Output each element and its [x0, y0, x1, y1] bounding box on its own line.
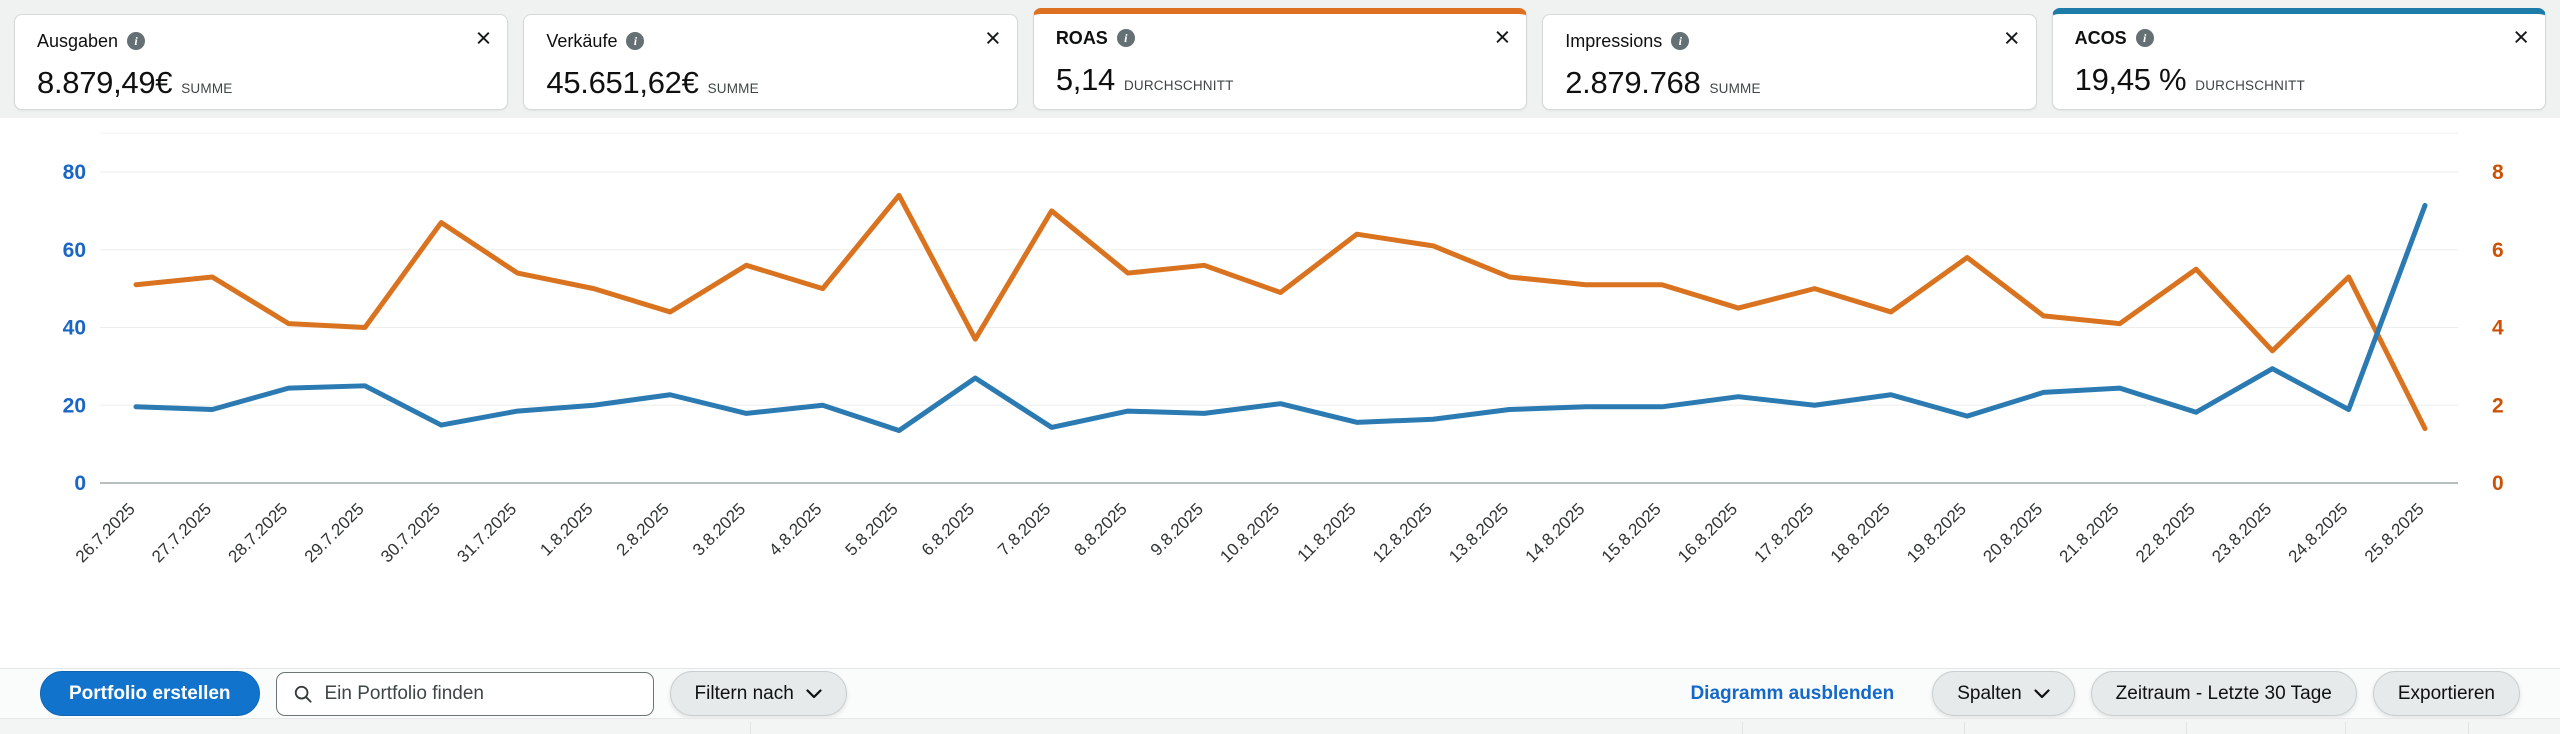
- svg-text:9.8.2025: 9.8.2025: [1147, 499, 1207, 559]
- svg-text:22.8.2025: 22.8.2025: [2132, 499, 2199, 566]
- svg-text:3.8.2025: 3.8.2025: [689, 499, 749, 559]
- svg-text:30.7.2025: 30.7.2025: [377, 499, 444, 566]
- svg-text:16.8.2025: 16.8.2025: [1674, 499, 1741, 566]
- metric-card-value: 8.879,49€: [37, 65, 173, 100]
- table-header-strip: [0, 718, 2560, 734]
- svg-text:28.7.2025: 28.7.2025: [225, 499, 292, 566]
- svg-text:31.7.2025: 31.7.2025: [453, 499, 520, 566]
- svg-text:4: 4: [2492, 317, 2504, 340]
- svg-text:6.8.2025: 6.8.2025: [918, 499, 978, 559]
- svg-text:26.7.2025: 26.7.2025: [72, 499, 139, 566]
- metric-card-impressions: Impressions i × 2.879.768 SUMME: [1542, 14, 2037, 110]
- svg-text:5.8.2025: 5.8.2025: [842, 499, 902, 559]
- svg-text:4.8.2025: 4.8.2025: [765, 499, 825, 559]
- info-icon[interactable]: i: [1671, 32, 1690, 50]
- info-icon[interactable]: i: [2135, 29, 2154, 47]
- portfolio-search-box[interactable]: [275, 671, 654, 716]
- table-column-divider: [750, 722, 751, 734]
- columns-button[interactable]: Spalten: [1932, 671, 2075, 716]
- svg-text:20: 20: [63, 394, 86, 417]
- metric-card-ausgaben: Ausgaben i × 8.879,49€ SUMME: [14, 14, 509, 110]
- line-series-roas: [133, 192, 2428, 432]
- chart-canvas: 0 20 40 60 80 0 2 4 6 8 26.7.2025 27.7.2025 28.7.202…: [63, 132, 2504, 566]
- table-column-divider: [1964, 722, 1965, 734]
- export-button[interactable]: Exportieren: [2372, 671, 2520, 716]
- svg-text:20.8.2025: 20.8.2025: [1979, 499, 2046, 566]
- close-icon[interactable]: ×: [2003, 23, 2020, 53]
- filter-button[interactable]: Filtern nach: [669, 671, 847, 716]
- metric-card-title: ACOS: [2074, 27, 2127, 48]
- metric-card-value: 45.651,62€: [546, 65, 699, 100]
- line-series-acos: [133, 202, 2428, 434]
- svg-text:8.8.2025: 8.8.2025: [1070, 499, 1130, 559]
- metric-card-value: 2.879.768: [1565, 65, 1701, 100]
- info-icon[interactable]: i: [127, 32, 146, 50]
- svg-text:24.8.2025: 24.8.2025: [2285, 499, 2352, 566]
- table-column-divider: [2345, 722, 2346, 734]
- svg-text:6: 6: [2492, 239, 2504, 262]
- metric-card-value-label: DURCHSCHNITT: [2195, 78, 2305, 93]
- close-icon[interactable]: ×: [475, 23, 492, 53]
- table-column-divider: [2468, 722, 2469, 734]
- table-column-divider: [1742, 722, 1743, 734]
- svg-text:23.8.2025: 23.8.2025: [2208, 499, 2275, 566]
- close-icon[interactable]: ×: [1494, 22, 1511, 52]
- svg-text:19.8.2025: 19.8.2025: [1903, 499, 1970, 566]
- table-column-divider: [2186, 722, 2187, 734]
- svg-text:8: 8: [2492, 161, 2504, 184]
- metric-card-verkaeufe: Verkäufe i × 45.651,62€ SUMME: [523, 14, 1018, 110]
- info-icon[interactable]: i: [626, 32, 645, 50]
- svg-text:13.8.2025: 13.8.2025: [1445, 499, 1512, 566]
- svg-text:10.8.2025: 10.8.2025: [1216, 499, 1283, 566]
- svg-text:7.8.2025: 7.8.2025: [994, 499, 1054, 559]
- metric-card-value-label: SUMME: [181, 81, 233, 96]
- metric-card-roas: ROAS i × 5,14 DURCHSCHNITT: [1032, 8, 1528, 110]
- svg-text:80: 80: [63, 161, 86, 184]
- svg-text:1.8.2025: 1.8.2025: [536, 499, 596, 559]
- metric-card-value-label: SUMME: [1709, 81, 1761, 96]
- create-portfolio-button[interactable]: Portfolio erstellen: [40, 671, 260, 716]
- svg-text:29.7.2025: 29.7.2025: [301, 499, 368, 566]
- svg-text:17.8.2025: 17.8.2025: [1751, 499, 1818, 566]
- svg-text:27.7.2025: 27.7.2025: [148, 499, 215, 566]
- svg-text:21.8.2025: 21.8.2025: [2056, 499, 2123, 566]
- metric-card-value: 5,14: [1055, 62, 1115, 97]
- metric-card-title: Impressions: [1565, 30, 1663, 51]
- metric-card-value: 19,45 %: [2074, 62, 2187, 97]
- metric-card-value-label: DURCHSCHNITT: [1123, 78, 1234, 93]
- metric-card-title: Verkäufe: [546, 30, 618, 51]
- svg-text:0: 0: [74, 472, 86, 495]
- svg-text:2: 2: [2492, 394, 2504, 417]
- date-range-button[interactable]: Zeitraum - Letzte 30 Tage: [2090, 671, 2357, 716]
- portfolio-search-input[interactable]: [324, 682, 637, 705]
- svg-text:25.8.2025: 25.8.2025: [2361, 499, 2428, 566]
- info-icon[interactable]: i: [1116, 29, 1135, 47]
- chevron-down-icon: [806, 688, 822, 698]
- portfolio-toolbar: Portfolio erstellen Filtern nach Diagram…: [0, 668, 2560, 718]
- metric-cards-row: Ausgaben i × 8.879,49€ SUMME Verkäufe i …: [0, 0, 2560, 118]
- metric-card-title: ROAS: [1055, 27, 1108, 48]
- search-icon: [294, 685, 312, 703]
- svg-text:18.8.2025: 18.8.2025: [1827, 499, 1894, 566]
- svg-text:2.8.2025: 2.8.2025: [613, 499, 673, 559]
- performance-line-chart: 0 20 40 60 80 0 2 4 6 8 26.7.2025 27.7.2025 28.7.202…: [0, 118, 2560, 668]
- close-icon[interactable]: ×: [985, 23, 1001, 53]
- svg-text:0: 0: [2492, 472, 2504, 495]
- chevron-down-icon: [2034, 688, 2050, 698]
- svg-text:15.8.2025: 15.8.2025: [1598, 499, 1665, 566]
- svg-text:14.8.2025: 14.8.2025: [1522, 499, 1589, 566]
- svg-text:11.8.2025: 11.8.2025: [1294, 499, 1360, 565]
- svg-text:40: 40: [63, 317, 86, 340]
- close-icon[interactable]: ×: [2513, 22, 2530, 52]
- hide-chart-link[interactable]: Diagramm ausblenden: [1690, 682, 1895, 704]
- metric-card-acos: ACOS i × 19,45 % DURCHSCHNITT: [2051, 8, 2547, 110]
- svg-text:60: 60: [63, 239, 86, 262]
- svg-text:12.8.2025: 12.8.2025: [1369, 499, 1436, 566]
- metric-card-value-label: SUMME: [707, 81, 759, 96]
- metric-card-title: Ausgaben: [37, 30, 119, 51]
